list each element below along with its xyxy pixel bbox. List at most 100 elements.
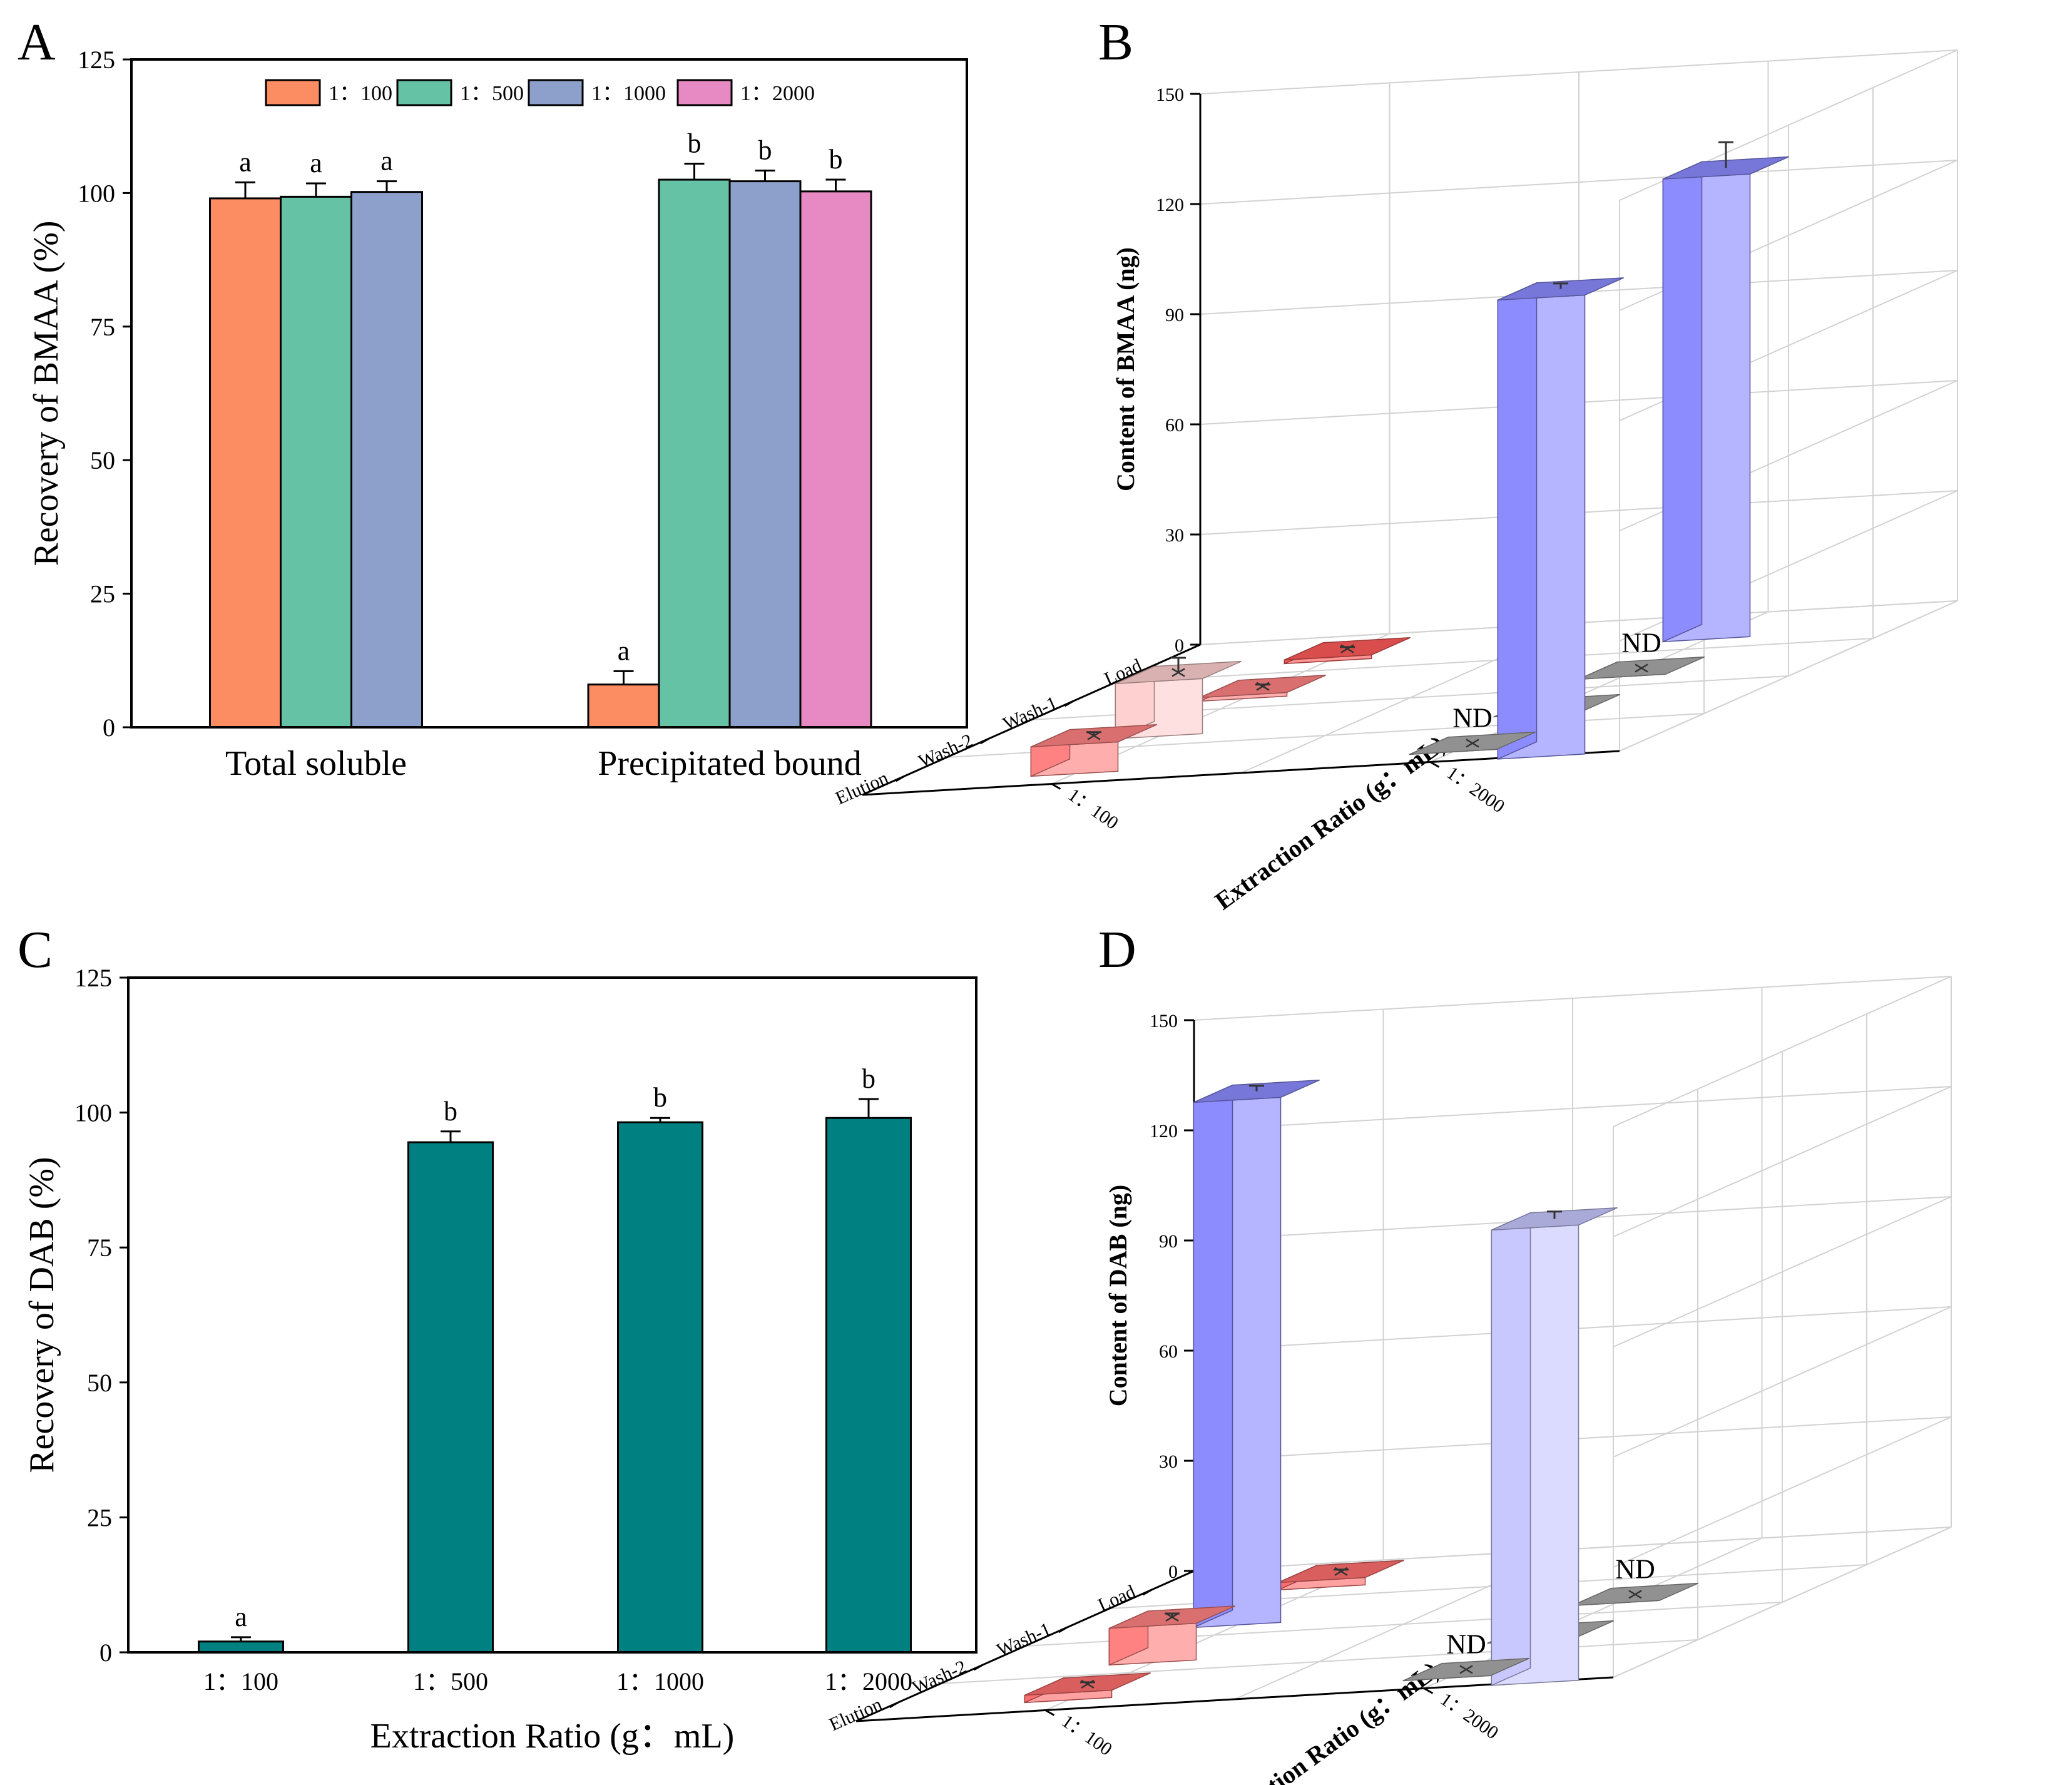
panel-d: D 0 30 60 90 120 150 Content of DAB (ng) Load Was… bbox=[826, 921, 1952, 1785]
stage-label: Load bbox=[1095, 1581, 1139, 1615]
significance-label: b bbox=[653, 1082, 667, 1113]
significance-label: a bbox=[380, 146, 393, 176]
category-label: Total soluble bbox=[225, 744, 407, 783]
y-tick-label: 125 bbox=[74, 964, 112, 992]
y-tick-label: 75 bbox=[87, 1234, 112, 1262]
bar bbox=[799, 190, 872, 729]
grid-line bbox=[940, 1639, 1698, 1684]
ratio-tick bbox=[1429, 761, 1440, 768]
grid-line bbox=[1193, 1416, 1952, 1568]
panel-c: C Recovery of DAB (%) 0 25 50 75 100 125 a 1：100 b… bbox=[18, 921, 977, 1756]
z-tick-label: 150 bbox=[1156, 84, 1184, 105]
stage-tick bbox=[889, 1701, 899, 1709]
ratio-tick bbox=[1423, 1687, 1434, 1694]
panel-letter: D bbox=[1098, 921, 1136, 979]
category-label: 1：500 bbox=[413, 1667, 488, 1695]
grid-line bbox=[1193, 1086, 1952, 1237]
grid-line bbox=[1193, 1306, 1952, 1458]
nd-label: ND bbox=[1615, 1553, 1655, 1584]
significance-label: b bbox=[688, 128, 702, 158]
legend-label: 1：1000 bbox=[591, 82, 666, 105]
center-mark bbox=[1081, 1679, 1095, 1689]
stage-tick bbox=[1064, 700, 1074, 707]
stage-tick bbox=[1142, 1588, 1153, 1596]
legend-label: 1：100 bbox=[329, 82, 392, 105]
center-mark bbox=[1087, 731, 1101, 740]
ratio-tick bbox=[1051, 783, 1061, 790]
ratio-label: 1：100 bbox=[1058, 1711, 1116, 1760]
bar bbox=[198, 1640, 284, 1654]
bar-front bbox=[1497, 282, 1538, 760]
significance-label: b bbox=[862, 1063, 875, 1094]
stage-label: Wash-1 bbox=[994, 1619, 1054, 1660]
grid-line bbox=[1613, 1527, 1952, 1678]
center-mark bbox=[1171, 668, 1185, 677]
z-tick-label: 120 bbox=[1150, 1121, 1178, 1142]
z-tick-label: 120 bbox=[1156, 195, 1184, 215]
ratio-label: 1：100 bbox=[1064, 784, 1122, 834]
z-tick-label: 0 bbox=[1168, 1562, 1178, 1582]
significance-label: b bbox=[829, 144, 843, 175]
grid-line bbox=[1200, 49, 1958, 201]
y-tick-label: 0 bbox=[103, 713, 115, 742]
bar-top bbox=[1498, 277, 1624, 301]
panel-letter: C bbox=[18, 921, 53, 979]
y-tick-label: 125 bbox=[78, 46, 115, 74]
bar bbox=[617, 1121, 703, 1654]
significance-label: a bbox=[618, 635, 630, 666]
bar bbox=[209, 197, 282, 729]
z-tick-label: 30 bbox=[1159, 1451, 1178, 1472]
z-tick-label: 90 bbox=[1159, 1231, 1178, 1252]
category-label: Precipitated bound bbox=[598, 744, 861, 783]
center-mark bbox=[1165, 1612, 1179, 1622]
center-mark bbox=[1459, 1665, 1473, 1674]
bar-front bbox=[1491, 1212, 1531, 1686]
category-label: 1：2000 bbox=[825, 1667, 912, 1695]
stage-axis bbox=[855, 1570, 1195, 1722]
stage-label: Wash-1 bbox=[1000, 692, 1060, 734]
panel-letter: A bbox=[18, 13, 56, 71]
center-mark bbox=[1628, 1590, 1642, 1599]
center-mark bbox=[1466, 739, 1479, 748]
ratio-axis-title: Extraction Ratio (g：mL) bbox=[1203, 1656, 1444, 1785]
y-tick-label: 50 bbox=[90, 446, 115, 474]
nd-label: ND bbox=[1452, 702, 1493, 733]
center-mark bbox=[1334, 1567, 1348, 1576]
y-tick-label: 100 bbox=[78, 179, 115, 207]
panel-letter: B bbox=[1098, 13, 1133, 71]
significance-label: a bbox=[239, 146, 252, 177]
ratio-axis-title: Extraction Ratio (g：mL) bbox=[1210, 730, 1450, 915]
legend-swatch bbox=[528, 79, 584, 106]
y-tick-label: 25 bbox=[87, 1503, 112, 1532]
z-tick-label: 30 bbox=[1165, 525, 1184, 546]
significance-label: a bbox=[310, 148, 322, 178]
plot-frame bbox=[130, 58, 968, 729]
y-tick-label: 50 bbox=[87, 1369, 112, 1397]
ratio-label: 1：2000 bbox=[1442, 762, 1508, 817]
z-tick-label: 90 bbox=[1165, 305, 1184, 325]
z-tick-label: 150 bbox=[1150, 1011, 1178, 1031]
stage-tick bbox=[895, 775, 906, 782]
nd-label: ND bbox=[1621, 627, 1661, 658]
significance-label: b bbox=[758, 135, 772, 166]
bar-front bbox=[1662, 161, 1703, 643]
grid-line bbox=[1193, 1196, 1952, 1348]
bar-front bbox=[1193, 1084, 1233, 1629]
center-mark bbox=[1256, 682, 1270, 691]
bar bbox=[587, 683, 660, 729]
y-axis-title: Recovery of DAB (%) bbox=[23, 1157, 61, 1473]
legend-swatch bbox=[265, 79, 321, 106]
grid-line bbox=[1193, 976, 1952, 1127]
ratio-tick bbox=[1044, 1709, 1055, 1716]
bar bbox=[407, 1141, 494, 1654]
stage-tick bbox=[1058, 1626, 1068, 1634]
ratio-axis bbox=[855, 1676, 1614, 1722]
bar bbox=[825, 1117, 912, 1654]
stage-tick bbox=[979, 737, 990, 745]
bar bbox=[350, 191, 423, 729]
x-axis-title: Extraction Ratio (g：mL) bbox=[370, 1717, 735, 1756]
z-axis-title: Content of BMAA (ng) bbox=[1111, 247, 1140, 491]
y-tick-label: 25 bbox=[90, 580, 115, 608]
y-tick-label: 0 bbox=[100, 1639, 112, 1667]
